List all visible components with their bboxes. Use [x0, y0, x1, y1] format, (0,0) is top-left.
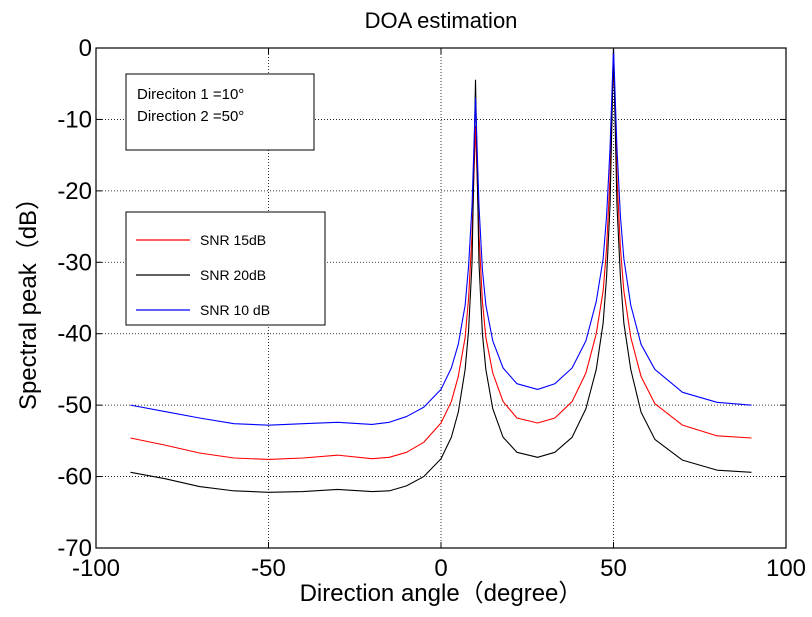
axis-ticks: -100 -50 0 50 100 0 -10 -20 -30 -40 -50 -60 -70 [57, 35, 806, 582]
y-axis-title: Spectral peak（dB） [15, 186, 42, 410]
x-tick-label: 100 [766, 555, 806, 582]
y-tick-label: -10 [57, 106, 92, 133]
annotation-frame [125, 73, 315, 151]
y-tick-label: -30 [57, 249, 92, 276]
x-axis-title: Direction angle（degree） [300, 580, 583, 607]
series-line-2 [130, 48, 752, 493]
annotation-direction-1: Direciton 1 =10° [137, 86, 244, 103]
y-tick-label: 0 [79, 35, 92, 62]
annotation-direction-2: Direction 2 =50° [137, 108, 244, 125]
y-tick-label: -60 [57, 464, 92, 491]
x-tick-label: 50 [600, 555, 627, 582]
series-line-3 [130, 47, 752, 426]
x-tick-label: -100 [72, 555, 120, 582]
y-tick-label: -50 [57, 392, 92, 419]
legend: SNR 15dB SNR 20dB SNR 10 dB [125, 211, 326, 326]
y-tick-label: -70 [57, 535, 92, 562]
annotation-box: Direciton 1 =10° Direction 2 =50° [125, 73, 315, 151]
legend-frame [125, 211, 326, 326]
y-tick-label: -20 [57, 178, 92, 205]
series-lines [130, 47, 752, 493]
legend-label-1: SNR 15dB [200, 232, 266, 248]
y-tick-label: -40 [57, 321, 92, 348]
x-tick-label: -50 [251, 555, 286, 582]
chart-title: DOA estimation [365, 8, 518, 33]
series-line-1 [130, 54, 752, 460]
legend-label-2: SNR 20dB [200, 267, 266, 283]
x-tick-label: 0 [434, 555, 447, 582]
legend-label-3: SNR 10 dB [200, 302, 270, 318]
